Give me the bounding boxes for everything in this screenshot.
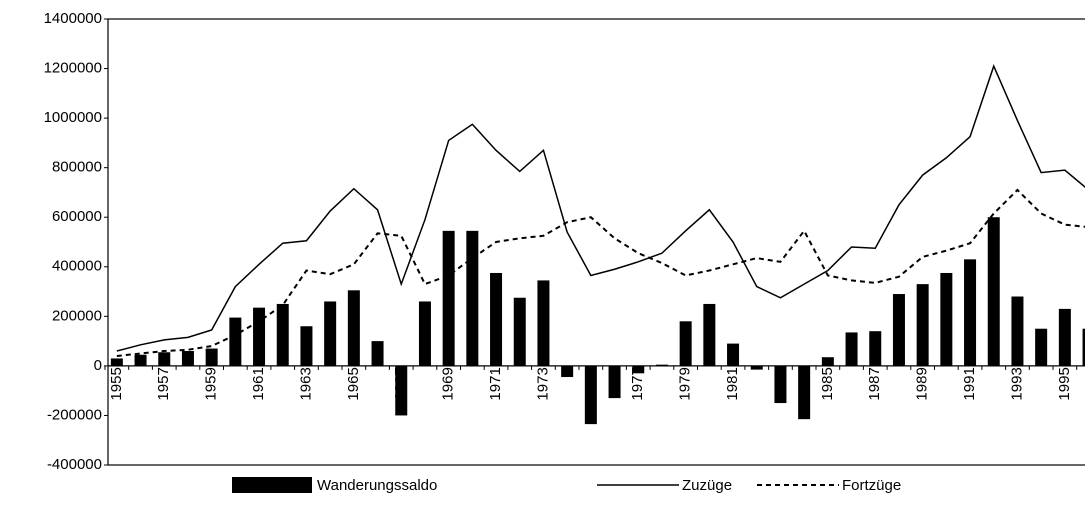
y-tick-label: 200000 <box>52 307 102 324</box>
y-tick-label: 400000 <box>52 258 102 275</box>
y-tick-label: 600000 <box>52 208 102 225</box>
x-tick-label: 1959 <box>203 367 220 400</box>
y-tick-label: 800000 <box>52 159 102 176</box>
x-tick-label: 1957 <box>155 367 172 400</box>
bar <box>632 365 645 374</box>
bar <box>324 301 337 366</box>
bar <box>845 332 858 366</box>
bar <box>608 365 621 399</box>
legend-label: Wanderungssaldo <box>317 477 437 494</box>
line <box>116 188 1085 357</box>
bar <box>1058 308 1071 366</box>
bar <box>300 326 313 366</box>
bar <box>892 294 905 366</box>
x-tick-label: 1981 <box>724 367 741 400</box>
bar <box>916 284 929 366</box>
bar <box>1011 296 1024 366</box>
x-tick-label: 1995 <box>1056 367 1073 400</box>
bar <box>987 217 1000 366</box>
x-tick-label: 1969 <box>440 367 457 400</box>
x-tick-label: 1993 <box>1008 367 1025 400</box>
bar <box>537 280 550 366</box>
x-tick-label: 1961 <box>250 367 267 400</box>
bar <box>584 365 597 425</box>
bar <box>158 352 171 366</box>
x-tick-label: 1983 <box>771 367 788 400</box>
bar <box>371 341 384 366</box>
bar <box>750 365 763 370</box>
bar <box>1035 328 1048 366</box>
bar <box>727 343 740 366</box>
plot-frame <box>107 18 1085 466</box>
bar <box>442 230 455 366</box>
bar <box>821 357 834 366</box>
bar <box>418 301 431 366</box>
line <box>116 63 1085 352</box>
bar <box>561 365 574 378</box>
bar <box>490 272 503 366</box>
bar <box>229 317 242 366</box>
bar <box>347 290 360 366</box>
y-tick-label: 0 <box>94 357 102 374</box>
bar <box>774 365 787 404</box>
x-tick-label: 1985 <box>819 367 836 400</box>
legend-label: Fortzüge <box>842 477 901 494</box>
bar <box>1082 328 1085 366</box>
bar <box>964 259 977 366</box>
legend-label: Zuzüge <box>682 477 732 494</box>
y-tick-label: 1400000 <box>44 10 102 27</box>
x-tick-label: 1955 <box>108 367 125 400</box>
bar <box>798 365 811 420</box>
bar <box>869 331 882 366</box>
bar <box>205 348 218 366</box>
x-tick-label: 1971 <box>487 367 504 400</box>
y-tick-label: 1000000 <box>44 109 102 126</box>
bar <box>940 272 953 366</box>
y-tick-label: -400000 <box>47 456 102 473</box>
y-tick-label: 1200000 <box>44 60 102 77</box>
x-tick-label: 1963 <box>297 367 314 400</box>
y-tick-label: -200000 <box>47 406 102 423</box>
bar <box>276 303 289 366</box>
bar <box>679 321 692 366</box>
bar <box>253 307 266 366</box>
x-tick-label: 1967 <box>392 367 409 400</box>
bar <box>513 297 526 366</box>
bar <box>134 354 147 366</box>
x-tick-label: 1973 <box>534 367 551 400</box>
x-tick-label: 1975 <box>582 367 599 400</box>
bar <box>703 303 716 366</box>
x-tick-label: 1979 <box>677 367 694 400</box>
x-tick-label: 1991 <box>961 367 978 400</box>
bar <box>395 365 408 416</box>
bar <box>466 230 479 366</box>
bar <box>110 358 123 366</box>
bar <box>181 351 194 366</box>
legend-swatch <box>232 477 312 493</box>
x-tick-label: 1987 <box>866 367 883 400</box>
bar <box>655 364 668 366</box>
x-tick-label: 1989 <box>914 367 931 400</box>
x-tick-label: 1965 <box>345 367 362 400</box>
x-tick-label: 1977 <box>629 367 646 400</box>
